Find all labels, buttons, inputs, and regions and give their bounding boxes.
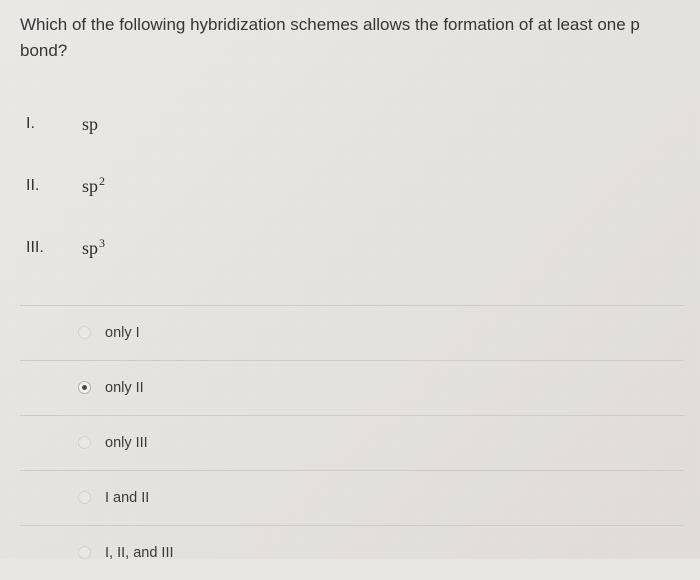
hybridization: sp: [82, 112, 99, 135]
question-text: Which of the following hybridization sch…: [20, 12, 684, 65]
radio-icon: [78, 546, 91, 559]
item-row: III. sp3: [26, 217, 684, 279]
answer-choices: only I only II only III I and II I, II, …: [20, 305, 684, 580]
choice-label: I, II, and III: [105, 545, 174, 561]
choice-label: I and II: [105, 490, 149, 506]
roman-numeral: II.: [26, 177, 82, 195]
question-line-1: Which of the following hybridization sch…: [20, 15, 640, 34]
choice-row[interactable]: only II: [20, 361, 684, 416]
item-row: II. sp2: [26, 155, 684, 217]
choice-row[interactable]: I, II, and III: [20, 526, 684, 580]
choice-row[interactable]: only III: [20, 416, 684, 471]
roman-numeral: III.: [26, 239, 82, 257]
choice-row[interactable]: I and II: [20, 471, 684, 526]
roman-items: I. sp II. sp2 III. sp3: [26, 93, 684, 279]
hybridization: sp3: [82, 236, 105, 259]
quiz-container: Which of the following hybridization sch…: [0, 0, 700, 580]
radio-icon: [78, 326, 91, 339]
radio-icon: [78, 381, 91, 394]
roman-numeral: I.: [26, 115, 82, 133]
radio-icon: [78, 491, 91, 504]
question-line-2: bond?: [20, 41, 67, 60]
choice-label: only II: [105, 380, 144, 396]
radio-icon: [78, 436, 91, 449]
hybridization: sp2: [82, 174, 105, 197]
item-row: I. sp: [26, 93, 684, 155]
choice-label: only I: [105, 325, 140, 341]
choice-label: only III: [105, 435, 148, 451]
choice-row[interactable]: only I: [20, 306, 684, 361]
